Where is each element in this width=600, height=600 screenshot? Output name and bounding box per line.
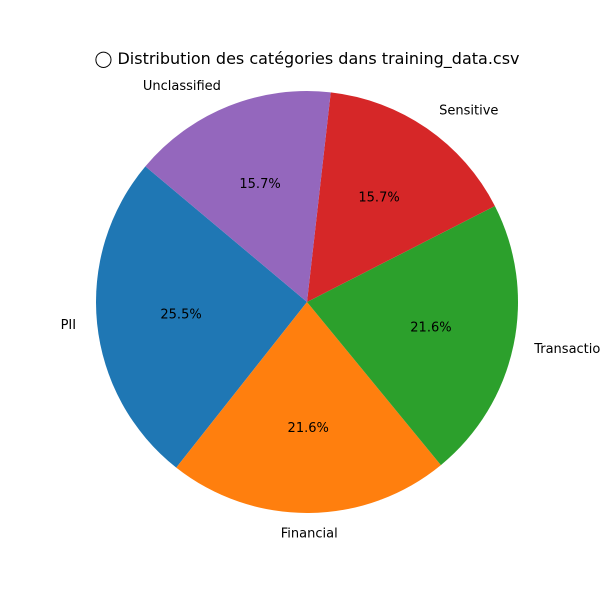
pie-slice-financial: [176, 302, 441, 514]
pie-pct-label: 25.5%: [160, 307, 201, 322]
pie-category-label: Sensitive: [439, 104, 498, 119]
chart-title: ◯ Distribution des catégories dans train…: [94, 49, 519, 69]
pie-slice-sensitive: [307, 92, 495, 302]
pie-pct-label: 15.7%: [239, 177, 280, 192]
pie-pct-label: 21.6%: [410, 320, 451, 335]
pie-slices: [95, 91, 518, 514]
pie-category-label: Financial: [281, 527, 338, 542]
pie-slice-transaction: [307, 205, 518, 466]
pie-category-label: Transaction: [533, 342, 600, 357]
pie-slice-unclassified: [145, 91, 331, 302]
pie-labels: 25.5% PII 21.6% Financial 21.6% Transaction 15…: [61, 79, 600, 542]
pie-pct-label: 21.6%: [288, 421, 329, 436]
pie-category-label: PII: [61, 318, 77, 333]
pie-category-label: Unclassified: [143, 79, 221, 94]
pie-pct-label: 15.7%: [358, 190, 399, 205]
pie-slice-pii: [95, 166, 307, 468]
